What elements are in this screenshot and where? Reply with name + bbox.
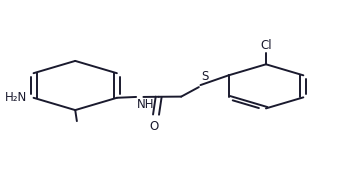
Text: O: O — [150, 120, 159, 133]
Text: NH: NH — [137, 98, 154, 111]
Text: Cl: Cl — [260, 39, 272, 52]
Text: S: S — [201, 70, 209, 83]
Text: H₂N: H₂N — [5, 91, 28, 104]
